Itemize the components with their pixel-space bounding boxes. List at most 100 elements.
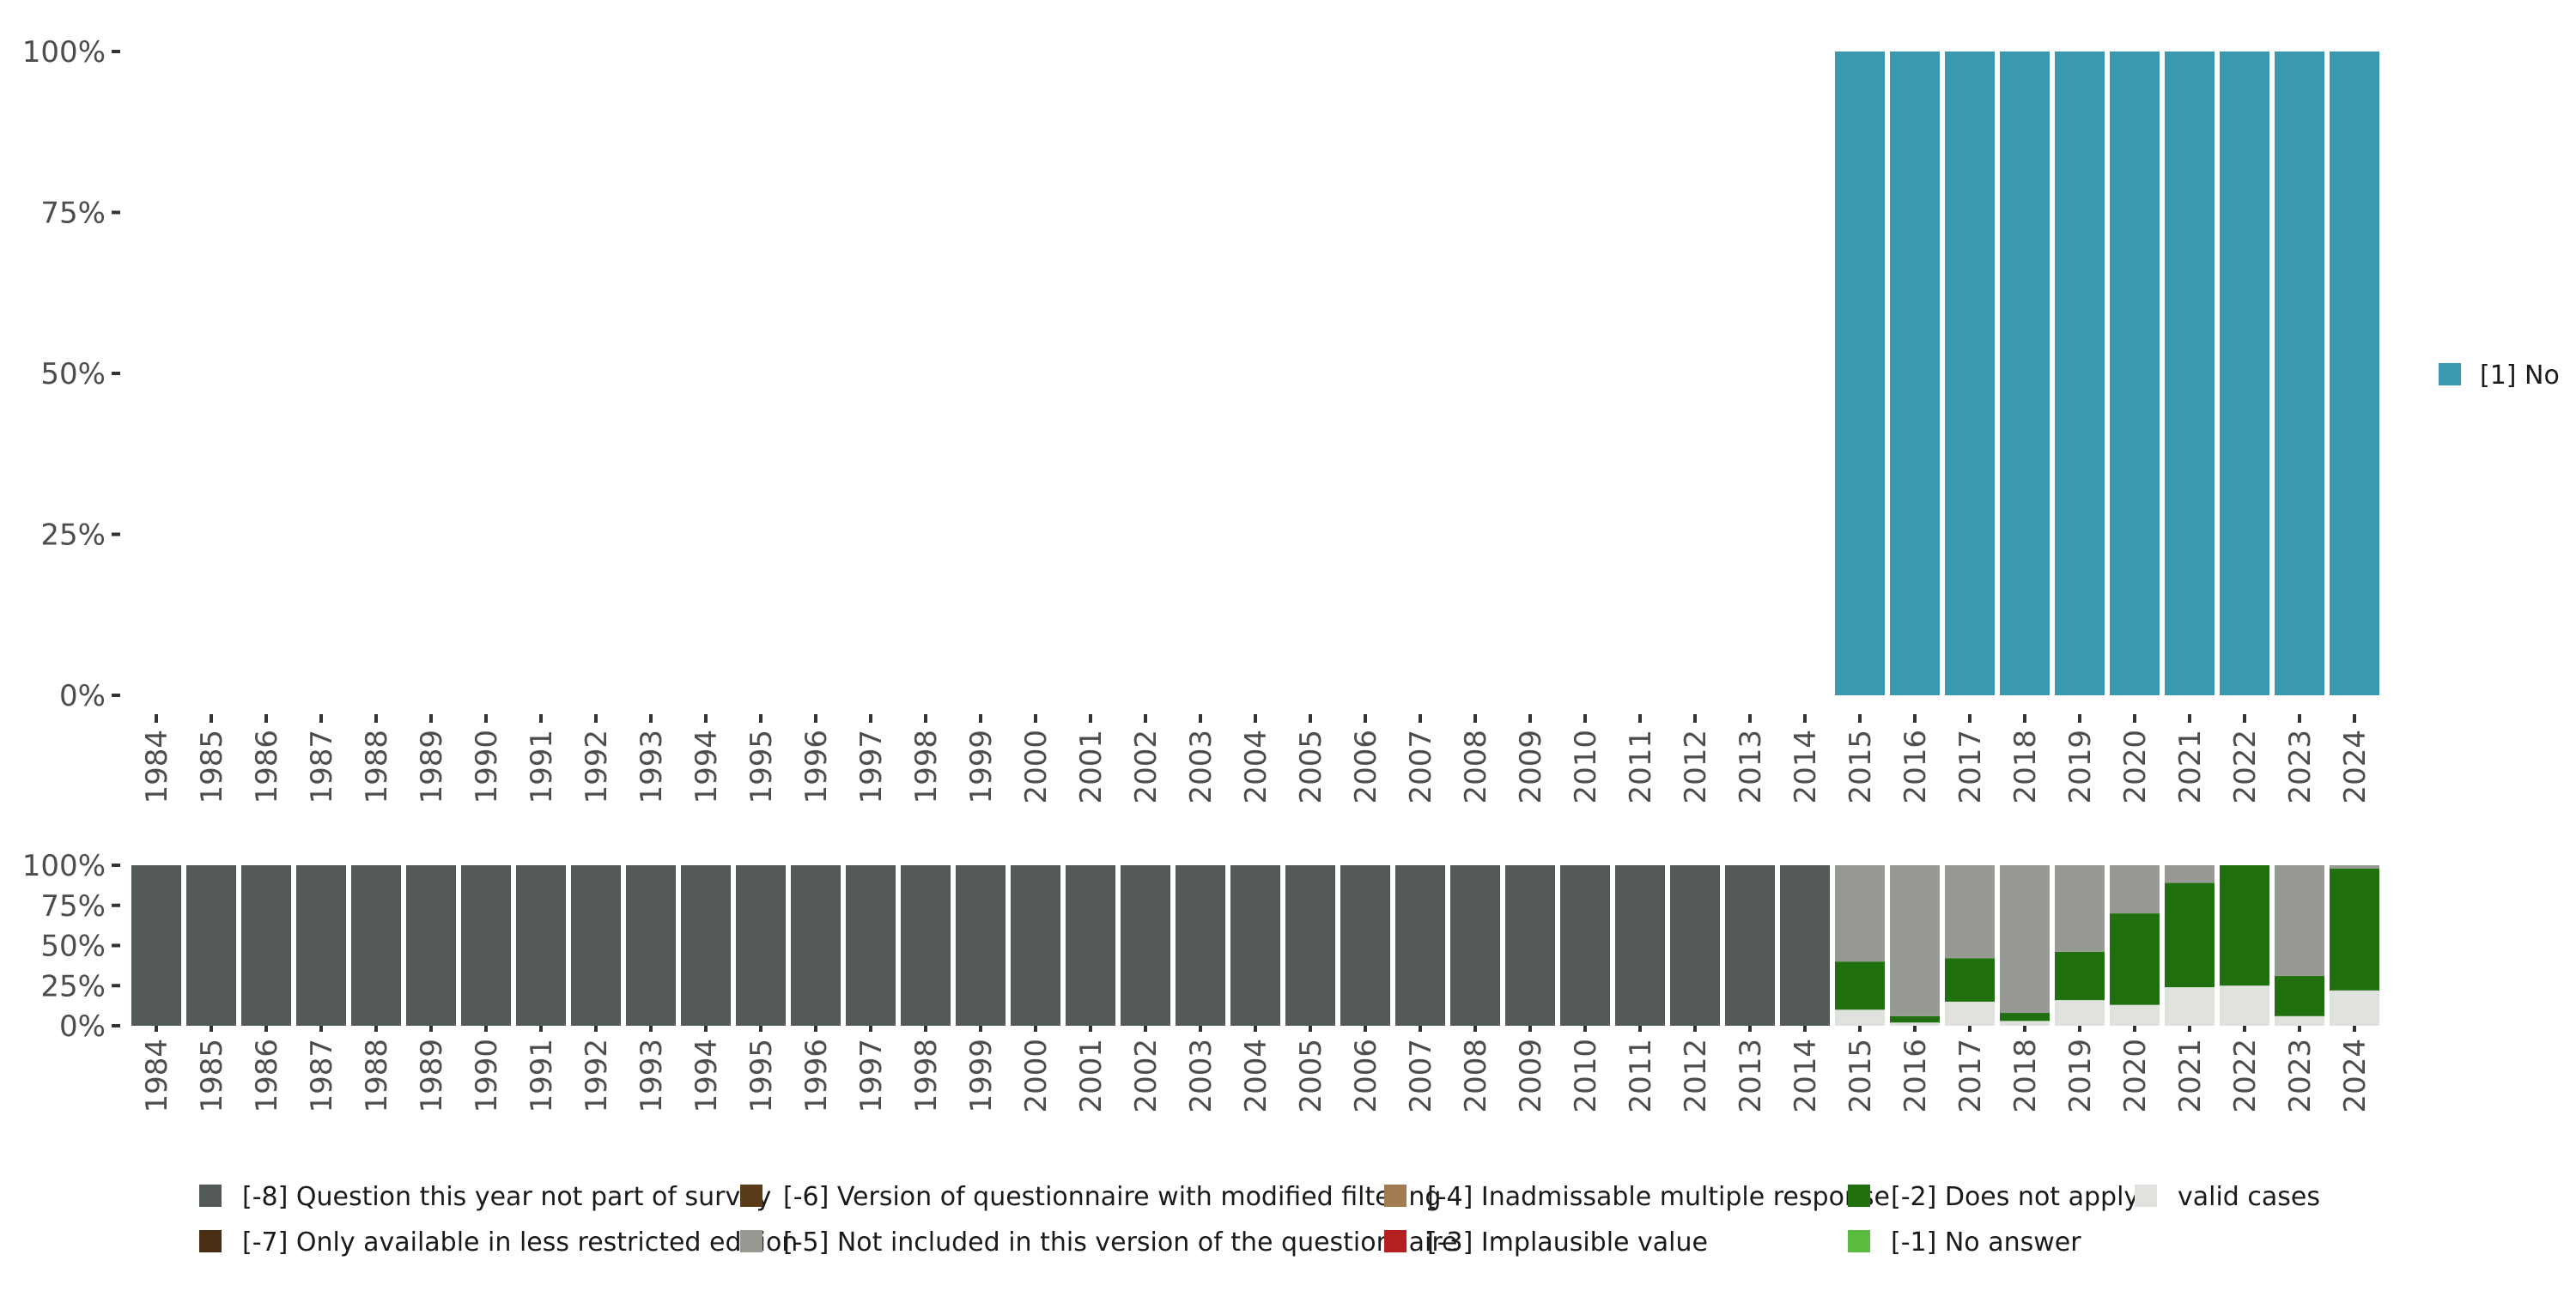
bar-segment (516, 865, 566, 1026)
bar-segment (2000, 52, 2050, 695)
legend-label: [-7] Only available in less restricted e… (242, 1227, 798, 1258)
x-tick-label: 2015 (1844, 1039, 1878, 1113)
bar-segment (956, 865, 1005, 1026)
bar-segment (1835, 961, 1885, 1010)
bar-segment (1835, 1009, 1885, 1026)
bar-segment (2220, 865, 2269, 986)
x-tick-label: 1998 (909, 730, 944, 804)
legend-swatch (740, 1185, 762, 1207)
y-tick-label: 100% (22, 849, 106, 883)
x-tick-label: 2002 (1129, 730, 1163, 804)
y-tick-label: 100% (22, 35, 106, 70)
bar-segment (241, 865, 291, 1026)
bar-segment (2110, 865, 2160, 914)
bar-segment (351, 865, 401, 1026)
x-tick-label: 2007 (1404, 730, 1438, 804)
x-tick-label: 2009 (1514, 730, 1548, 804)
x-tick-label: 1988 (360, 1039, 394, 1113)
x-tick-label: 2007 (1404, 1039, 1438, 1113)
bar-segment (1011, 865, 1060, 1026)
y-tick-label: 0% (59, 1009, 106, 1044)
x-tick-label: 2016 (1899, 730, 1933, 804)
x-tick-label: 1990 (470, 730, 504, 804)
legend-swatch (2439, 363, 2461, 385)
bar-segment (2110, 913, 2160, 1005)
bar-segment (2330, 52, 2379, 695)
bar-segment (1945, 1001, 1995, 1026)
x-tick-label: 1995 (744, 1039, 779, 1113)
legend-label: [-5] Not included in this version of the… (783, 1227, 1458, 1258)
x-tick-label: 1991 (525, 730, 559, 804)
bar-segment (1615, 865, 1665, 1026)
bar-segment (2000, 1021, 2050, 1026)
bar-segment (2275, 52, 2324, 695)
x-tick-label: 1987 (305, 1039, 339, 1113)
x-tick-label: 2005 (1294, 1039, 1328, 1113)
x-tick-label: 2000 (1019, 1039, 1054, 1113)
x-tick-label: 1992 (580, 730, 614, 804)
legend-swatch (1848, 1230, 1870, 1252)
x-tick-label: 2012 (1679, 1039, 1713, 1113)
bar-segment (2165, 52, 2215, 695)
bar-segment (131, 865, 181, 1026)
bar-segment (1945, 52, 1995, 695)
x-tick-label: 2011 (1624, 1039, 1658, 1113)
bar-segment (2165, 865, 2215, 883)
bar-segment (1670, 865, 1720, 1026)
y-tick-label: 25% (40, 518, 106, 553)
x-tick-label: 2006 (1349, 730, 1383, 804)
x-tick-label: 1985 (195, 730, 229, 804)
x-tick-label: 2001 (1074, 730, 1109, 804)
bar-segment (2055, 951, 2105, 1001)
bar-segment (1945, 865, 1995, 959)
x-tick-label: 1989 (415, 1039, 449, 1113)
x-tick-label: 2020 (2118, 730, 2153, 804)
x-tick-label: 1987 (305, 730, 339, 804)
bar-segment (2055, 1000, 2105, 1026)
legend-swatch (1384, 1230, 1406, 1252)
x-tick-label: 2012 (1679, 730, 1713, 804)
x-tick-label: 1995 (744, 730, 779, 804)
x-tick-label: 2015 (1844, 730, 1878, 804)
x-tick-label: 2005 (1294, 730, 1328, 804)
y-tick-label: 75% (40, 197, 106, 231)
y-tick-label: 50% (40, 357, 106, 391)
y-tick-label: 0% (59, 679, 106, 713)
bar-segment (2275, 1015, 2324, 1026)
x-tick-label: 2008 (1459, 730, 1493, 804)
legend-label: [-1] No answer (1891, 1227, 2081, 1258)
bar-segment (901, 865, 951, 1026)
x-tick-label: 1990 (470, 1039, 504, 1113)
x-tick-label: 1994 (690, 730, 724, 804)
bar-segment (2330, 990, 2379, 1026)
x-tick-label: 2018 (2008, 1039, 2043, 1113)
bar-segment (1340, 865, 1390, 1026)
legend-label: valid cases (2178, 1182, 2320, 1212)
x-tick-label: 1993 (635, 730, 669, 804)
bar-segment (1890, 865, 1940, 1016)
legend-swatch (740, 1230, 762, 1252)
x-tick-label: 1984 (140, 730, 174, 804)
x-tick-label: 2003 (1184, 730, 1218, 804)
x-tick-label: 2002 (1129, 1039, 1163, 1113)
x-tick-label: 2019 (2063, 1039, 2098, 1113)
x-tick-label: 1994 (690, 1039, 724, 1113)
bar-segment (1176, 865, 1225, 1026)
legend-swatch (1848, 1185, 1870, 1207)
x-tick-label: 2008 (1459, 1039, 1493, 1113)
x-tick-label: 1985 (195, 1039, 229, 1113)
bar-segment (1395, 865, 1445, 1026)
legend-label: [-2] Does not apply (1891, 1182, 2139, 1212)
bar-segment (461, 865, 511, 1026)
bar-segment (1121, 865, 1170, 1026)
legend-swatch (199, 1230, 222, 1252)
bar-segment (2330, 865, 2379, 869)
bar-segment (1890, 52, 1940, 695)
bar-segment (626, 865, 676, 1026)
bar-segment (1890, 1015, 1940, 1023)
bar-segment (736, 865, 786, 1026)
x-tick-label: 1988 (360, 730, 394, 804)
bar-segment (1780, 865, 1830, 1026)
bar-segment (1285, 865, 1335, 1026)
